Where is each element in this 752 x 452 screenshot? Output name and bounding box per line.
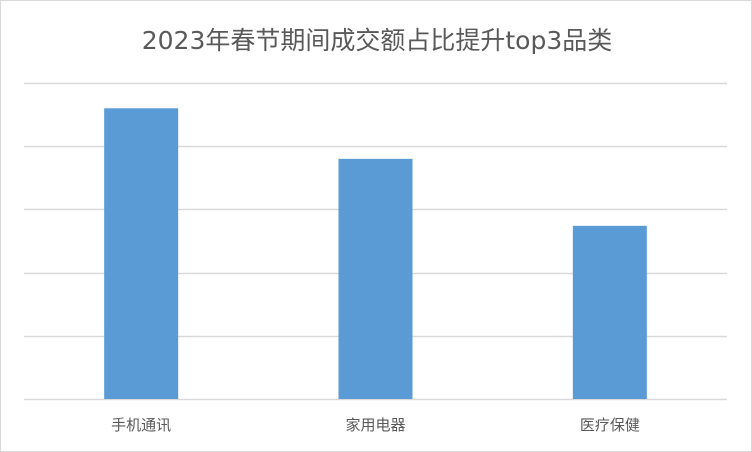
bar-2: [338, 158, 413, 399]
x-tick-label: 医疗保健: [580, 416, 640, 434]
x-tick-label: 家用电器: [345, 416, 405, 434]
bar-1: [104, 108, 179, 399]
chart-title: 2023年春节期间成交额占比提升top3品类: [141, 26, 613, 55]
bar-3: [572, 225, 647, 399]
x-tick-label: 手机通讯: [111, 416, 171, 434]
